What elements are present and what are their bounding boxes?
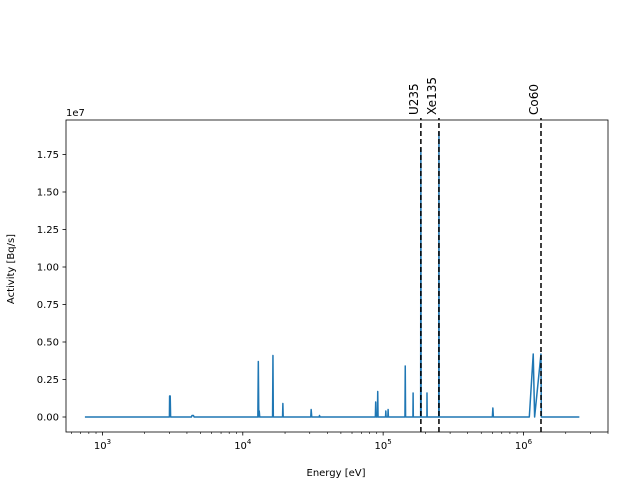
y-tick-label: 1.50 — [37, 188, 59, 199]
y-tick-label: 1.00 — [37, 263, 59, 274]
marker-label-co60: Co60 — [527, 84, 541, 115]
axes-frame — [65, 119, 609, 433]
y-axis-label: Activity [Bq/s] — [6, 234, 17, 304]
y-tick-label: 0.25 — [37, 375, 59, 386]
marker-label-u235: U235 — [407, 83, 421, 115]
plot-area — [84, 131, 580, 418]
marker-lines: U235 Xe135 Co60 — [407, 77, 542, 432]
x-tick-label: 105 — [375, 438, 392, 452]
y-tick-label: 0.50 — [37, 338, 59, 349]
marker-label-xe135: Xe135 — [425, 77, 439, 115]
axes: 0.00 0.25 0.50 0.75 1.00 1.25 1.50 1.75 103 104 10… — [37, 119, 609, 452]
series-line-0 — [84, 131, 580, 418]
x-tick-label: 104 — [234, 438, 252, 452]
x-tick-label: 106 — [515, 438, 533, 452]
x-axis-label: Energy [eV] — [307, 468, 366, 479]
y-tick-label: 0.75 — [37, 300, 59, 311]
y-tick-label: 1.75 — [37, 150, 59, 161]
x-tick-label: 103 — [94, 438, 111, 452]
y-tick-label: 0.00 — [37, 413, 59, 424]
y-tick-label: 1.25 — [37, 225, 59, 236]
y-offset-label: 1e7 — [66, 108, 85, 119]
